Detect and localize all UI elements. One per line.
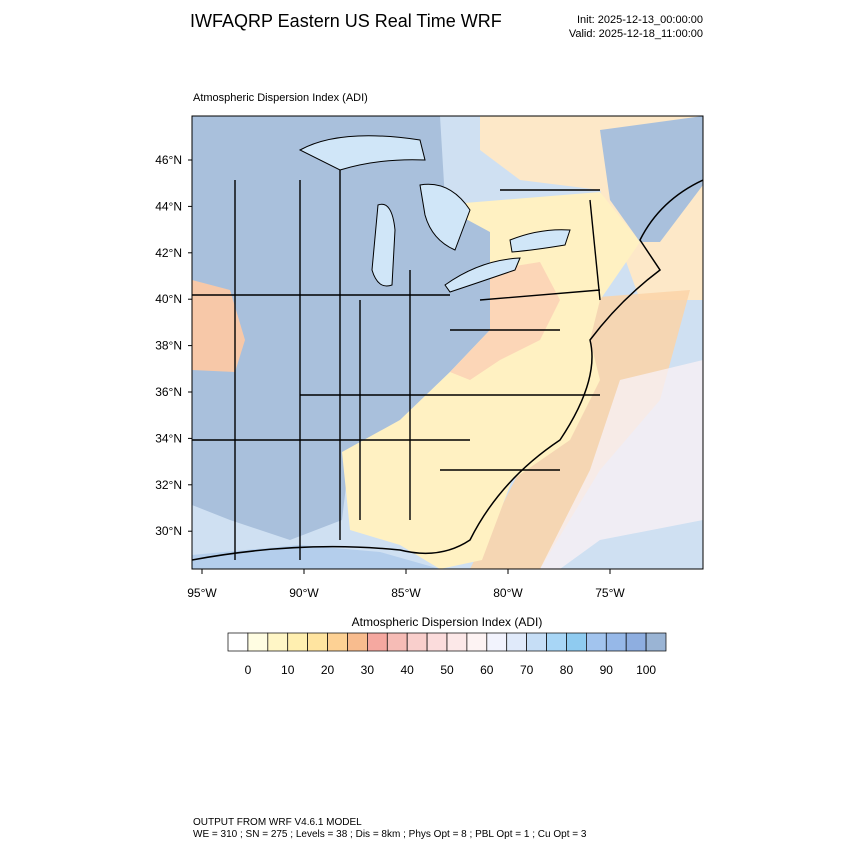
colorbar-box xyxy=(566,632,587,652)
colorbar-box xyxy=(327,632,348,652)
colorbar-box xyxy=(466,632,488,652)
colorbar-title: Atmospheric Dispersion Index (ADI) xyxy=(352,615,543,629)
lat-label: 44°N xyxy=(155,199,182,213)
lon-label: 85°W xyxy=(391,586,421,600)
map xyxy=(192,116,703,569)
colorbar-tick-label: 20 xyxy=(321,663,335,677)
colorbar-box xyxy=(406,632,428,652)
map-label: Atmospheric Dispersion Index (ADI) xyxy=(193,92,368,104)
colorbar-tick-label: 10 xyxy=(281,663,295,677)
colorbar-tick-label: 0 xyxy=(245,663,252,677)
colorbar-box xyxy=(347,632,368,652)
colorbar-box xyxy=(546,632,567,652)
graticule-labels: 46°N 44°N 42°N 40°N 38°N 36°N 34°N 32°N 30°N 95°W… xyxy=(155,153,625,600)
lat-label: 40°N xyxy=(155,292,182,306)
coastline xyxy=(192,179,703,561)
colorbar-tick-label: 50 xyxy=(440,663,454,677)
lat-label: 42°N xyxy=(155,246,182,260)
colorbar-tick-label: 90 xyxy=(600,663,614,677)
footer-line: OUTPUT FROM WRF V4.6.1 MODEL xyxy=(193,817,362,828)
lat-label: 38°N xyxy=(155,339,182,353)
colorbar-box xyxy=(526,632,547,652)
title: IWFAQRP Eastern US Real Time WRF xyxy=(190,11,502,31)
colorbar-box xyxy=(625,632,647,652)
colorbar-tick-label: 80 xyxy=(560,663,574,677)
lon-label: 95°W xyxy=(187,586,217,600)
footer-line: WE = 310 ; SN = 275 ; Levels = 38 ; Dis … xyxy=(193,829,587,840)
colorbar-tick-label: 40 xyxy=(401,663,415,677)
colorbar-box xyxy=(367,632,388,652)
offshore-band xyxy=(540,360,703,569)
colorbar-tick-label: 30 xyxy=(361,663,375,677)
lat-label: 34°N xyxy=(155,431,182,445)
colorbar-box xyxy=(645,632,667,652)
colorbar-tick-label: 100 xyxy=(636,663,656,677)
colorbar: 0 10 20 30 40 50 60 70 80 90 100 xyxy=(227,632,667,677)
lake-superior xyxy=(298,135,426,171)
lake-ontario xyxy=(509,229,571,253)
lat-label: 32°N xyxy=(155,478,182,492)
colorbar-tick-label: 70 xyxy=(520,663,534,677)
lake-huron xyxy=(419,183,471,251)
lon-label: 80°W xyxy=(493,586,523,600)
colorbar-box xyxy=(486,632,508,652)
state-borders xyxy=(192,170,601,560)
blue-region xyxy=(192,116,490,540)
lat-label: 46°N xyxy=(155,153,182,167)
lon-label: 75°W xyxy=(595,586,625,600)
colorbar-box xyxy=(287,632,308,652)
colorbar-box xyxy=(247,632,269,652)
new-england-region xyxy=(600,116,703,242)
plains-region xyxy=(192,280,245,372)
lon-label: 90°W xyxy=(289,586,319,600)
colorbar-box xyxy=(586,632,607,652)
colorbar-box xyxy=(506,632,527,652)
southeast-region xyxy=(342,192,640,569)
colorbar-box xyxy=(386,632,408,652)
colorbar-tick-label: 60 xyxy=(480,663,494,677)
colorbar-box xyxy=(227,632,249,652)
colorbar-box xyxy=(446,632,468,652)
valid-time: Valid: 2025-12-18_11:00:00 xyxy=(569,28,703,40)
colorbar-box xyxy=(426,632,448,652)
lake-erie xyxy=(444,257,521,293)
lake-michigan xyxy=(371,203,396,287)
lat-label: 30°N xyxy=(155,524,182,538)
colorbar-box xyxy=(605,632,627,652)
lat-label: 36°N xyxy=(155,385,182,399)
colorbar-box xyxy=(267,632,289,652)
init-time: Init: 2025-12-13_00:00:00 xyxy=(577,14,703,26)
colorbar-box xyxy=(307,632,328,652)
map-frame xyxy=(191,115,704,570)
coastal-band xyxy=(470,290,690,569)
appalachian-region xyxy=(450,262,560,380)
